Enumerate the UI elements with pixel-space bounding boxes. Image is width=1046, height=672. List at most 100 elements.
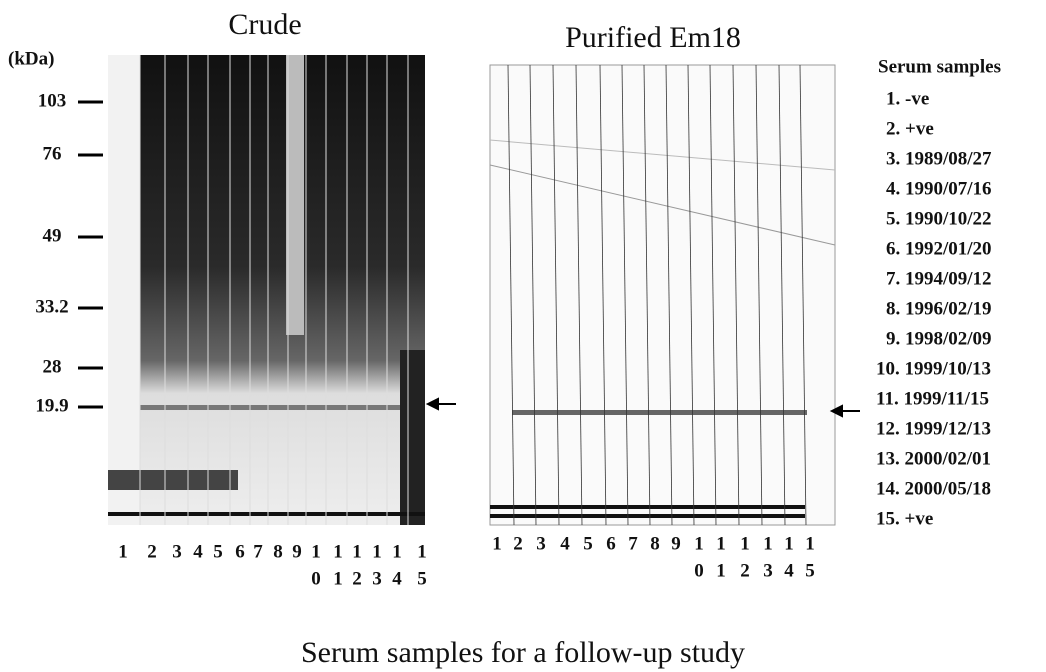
legend-item: 12. 1999/12/13 — [876, 418, 991, 439]
crude-title: Crude — [228, 8, 301, 41]
lane-label: 2 — [513, 533, 523, 554]
lane-label: 9 — [671, 533, 681, 554]
lane-label: 7 — [628, 533, 638, 554]
marker-label: 76 — [43, 143, 62, 164]
kda-label: (kDa) — [8, 48, 54, 69]
marker-label: 19.9 — [35, 395, 68, 416]
legend-item: 1. -ve — [886, 88, 929, 109]
lane-label: 1 — [372, 541, 382, 562]
lane-divider — [709, 64, 717, 526]
lane-label: 1 — [716, 533, 726, 554]
legend-item: 10. 1999/10/13 — [876, 358, 991, 379]
lane-label: 2 — [740, 560, 750, 581]
lane-label: 1 — [352, 541, 362, 562]
blot-background — [489, 64, 836, 526]
lane-divider — [732, 64, 740, 526]
lane-label: 1 — [763, 533, 773, 554]
lane-label: 3 — [763, 560, 773, 581]
lane-label: 3 — [172, 541, 182, 562]
marker-label: 33.2 — [35, 296, 68, 317]
lane-divider — [687, 64, 695, 526]
band — [140, 405, 405, 410]
lane-label: 9 — [292, 541, 302, 562]
legend-item: 14. 2000/05/18 — [876, 478, 991, 499]
lane-label: 4 — [560, 533, 570, 554]
lane-label: 1 — [118, 541, 128, 562]
lane-label: 5 — [417, 568, 427, 589]
band — [512, 410, 807, 415]
lane-label: 5 — [805, 560, 815, 581]
lane-label: 4 — [784, 560, 794, 581]
lane-label: 2 — [352, 568, 362, 589]
legend-item: 8. 1996/02/19 — [886, 298, 992, 319]
scratch — [489, 164, 836, 246]
lane-label: 6 — [606, 533, 616, 554]
marker-label: 28 — [43, 356, 62, 377]
lane-label: 1 — [492, 533, 502, 554]
lane-divider — [643, 64, 651, 526]
lane-label: 4 — [392, 568, 402, 589]
lane-label: 3 — [536, 533, 546, 554]
lane-label: 0 — [694, 560, 704, 581]
legend-item: 15. +ve — [876, 508, 933, 529]
lane-divider — [799, 64, 807, 526]
lane-divider — [575, 64, 583, 526]
lane-label: 3 — [372, 568, 382, 589]
lane-label: 1 — [333, 568, 343, 589]
marker-label: 103 — [38, 90, 67, 111]
legend-item: 13. 2000/02/01 — [876, 448, 991, 469]
blot-background — [108, 55, 425, 525]
legend-item: 6. 1992/01/20 — [886, 238, 992, 259]
arrow-head — [425, 397, 439, 411]
lane-label: 4 — [193, 541, 203, 562]
legend-item: 2. +ve — [886, 118, 934, 139]
band — [490, 514, 805, 518]
lane-divider — [507, 64, 515, 526]
purified-title: Purified Em18 — [565, 21, 741, 54]
lane-label: 8 — [650, 533, 660, 554]
lane-label: 1 — [694, 533, 704, 554]
lane-label: 0 — [311, 568, 321, 589]
lane-label: 1 — [333, 541, 343, 562]
lane-divider — [599, 64, 607, 526]
legend-item: 5. 1990/10/22 — [886, 208, 992, 229]
lane-label: 1 — [740, 533, 750, 554]
arrow-head — [829, 404, 843, 418]
lane-label: 8 — [273, 541, 283, 562]
caption: Serum samples for a follow-up study — [301, 636, 745, 669]
legend-item: 3. 1989/08/27 — [886, 148, 992, 169]
lane-label: 1 — [784, 533, 794, 554]
band — [490, 505, 805, 509]
marker-label: 49 — [43, 225, 62, 246]
legend-item: 9. 1998/02/09 — [886, 328, 992, 349]
lane-label: 5 — [583, 533, 593, 554]
lane-divider — [621, 64, 629, 526]
crude-blot — [108, 55, 425, 525]
lane-label: 1 — [417, 541, 427, 562]
legend-item: 11. 1999/11/15 — [876, 388, 989, 409]
lane-divider — [529, 64, 537, 526]
lane-label: 1 — [311, 541, 321, 562]
lane-label: 1 — [392, 541, 402, 562]
scratch — [489, 139, 836, 171]
legend-item: 4. 1990/07/16 — [886, 178, 992, 199]
lane-label: 6 — [235, 541, 245, 562]
legend-title: Serum samples — [878, 56, 1001, 77]
lane-strip — [286, 55, 304, 335]
lane-divider — [778, 64, 786, 526]
arrows — [425, 397, 860, 418]
lane-strip — [400, 350, 425, 525]
lane-label: 7 — [253, 541, 263, 562]
lane-strip — [108, 55, 140, 525]
lane-label: 1 — [805, 533, 815, 554]
lane-label: 1 — [716, 560, 726, 581]
purified-blot — [489, 64, 836, 526]
lane-label: 5 — [213, 541, 223, 562]
lane-divider — [665, 64, 673, 526]
band — [108, 512, 425, 516]
lane-divider — [755, 64, 763, 526]
band — [108, 470, 238, 490]
legend-item: 7. 1994/09/12 — [886, 268, 992, 289]
lane-divider — [552, 64, 560, 526]
